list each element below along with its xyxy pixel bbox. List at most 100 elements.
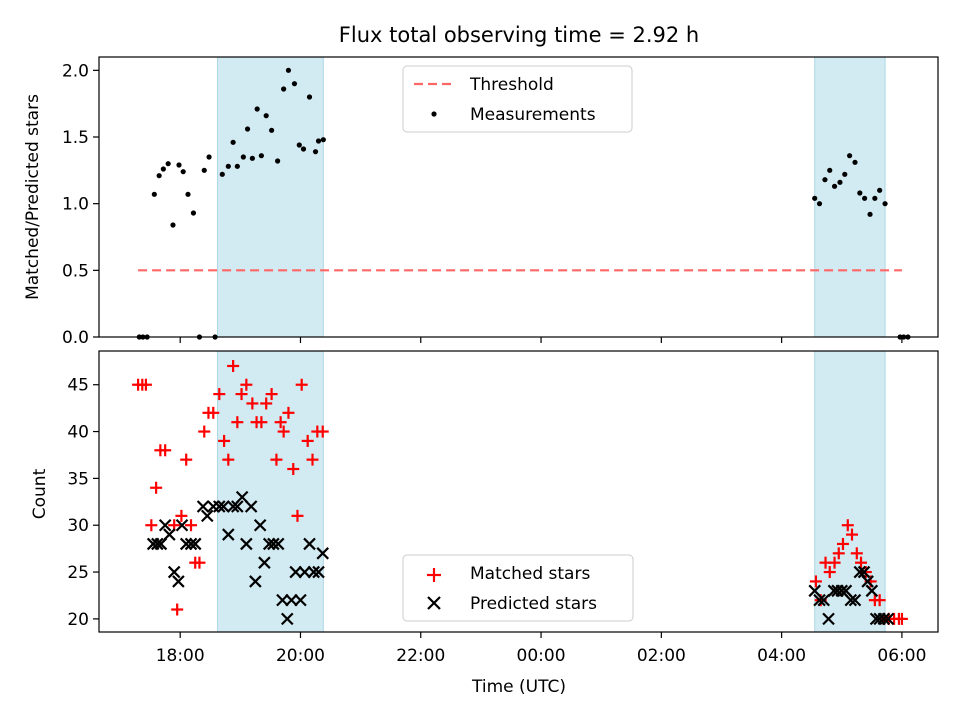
measurement-point xyxy=(176,162,182,168)
measurement-point xyxy=(862,195,868,201)
matched-star-point xyxy=(809,575,822,588)
matched-star-point xyxy=(213,388,226,401)
matched-star-point xyxy=(265,388,278,401)
measurement-point xyxy=(857,190,863,196)
measurement-point xyxy=(315,138,322,144)
matched-star-point xyxy=(231,416,244,429)
legend-predicted-swatch xyxy=(427,596,441,610)
matched-star-point xyxy=(207,406,220,419)
measurement-point xyxy=(244,126,251,132)
predicted-star-point xyxy=(249,575,262,588)
x-tick-label: 18:00 xyxy=(156,646,205,666)
bottom-y-axis-label: Count xyxy=(30,468,50,519)
predicted-star-point xyxy=(172,575,185,588)
matched-star-point xyxy=(175,509,188,522)
matched-star-point xyxy=(218,434,231,447)
measurement-point xyxy=(201,167,207,173)
measurement-point xyxy=(254,106,260,112)
bottom-legend: Matched stars Predicted stars xyxy=(402,554,634,622)
predicted-star-point xyxy=(285,593,298,607)
measurement-point xyxy=(882,201,888,207)
top-axes-frame xyxy=(98,56,939,338)
measurement-point xyxy=(156,173,162,179)
predicted-star-point xyxy=(316,547,330,560)
x-tick-label: 00:00 xyxy=(517,646,566,666)
matched-star-point xyxy=(171,603,184,616)
top-y-tick-label: 2.0 xyxy=(62,61,89,81)
predicted-star-point xyxy=(276,593,289,607)
top-y-axis-label: Matched/Predicted stars xyxy=(23,94,43,300)
measurement-point xyxy=(822,177,828,183)
matched-star-point xyxy=(274,416,287,429)
predicted-star-point xyxy=(303,537,316,551)
x-tick-label: 02:00 xyxy=(637,646,686,666)
predicted-star-point xyxy=(865,584,879,598)
matched-star-point xyxy=(198,425,211,438)
matched-star-point xyxy=(828,556,841,569)
measurement-point xyxy=(225,163,231,169)
bottom-y-tick-label: 20 xyxy=(67,610,89,630)
predicted-star-point xyxy=(217,500,230,513)
measurement-point xyxy=(275,158,281,164)
measurement-point xyxy=(285,67,292,73)
measurement-point xyxy=(842,171,848,177)
predicted-star-point xyxy=(231,500,244,513)
matched-star-point xyxy=(255,416,268,429)
legend-matched-label: Matched stars xyxy=(470,564,590,584)
top-y-tick-label: 0.0 xyxy=(62,328,89,348)
measurement-point xyxy=(296,142,302,148)
matched-star-point xyxy=(859,566,872,579)
measurement-point xyxy=(219,171,225,177)
predicted-star-point xyxy=(835,584,849,598)
matched-star-point xyxy=(895,612,908,625)
x-tick-label: 20:00 xyxy=(276,646,325,666)
measurement-point xyxy=(269,127,275,133)
predicted-star-point xyxy=(294,593,307,607)
predicted-star-point xyxy=(262,537,276,551)
matched-star-point xyxy=(291,509,304,522)
x-axis-label: Time (UTC) xyxy=(471,677,566,697)
measurement-point xyxy=(867,211,873,217)
matched-star-point xyxy=(235,388,248,401)
predicted-star-point xyxy=(861,575,874,588)
predicted-star-point xyxy=(258,556,271,569)
predicted-star-point xyxy=(196,500,210,513)
matched-star-point xyxy=(295,378,308,391)
matched-star-point xyxy=(873,594,886,607)
measurement-point xyxy=(320,137,326,143)
predicted-star-point xyxy=(158,518,172,532)
matched-star-point xyxy=(850,547,863,560)
matched-star-point xyxy=(227,359,240,372)
measurement-point xyxy=(827,167,833,173)
predicted-star-point xyxy=(813,593,826,607)
top-legend: Threshold Measurements xyxy=(402,65,633,133)
measurement-point xyxy=(812,195,818,201)
predicted-star-point xyxy=(175,518,189,532)
bottom-y-tick-label: 40 xyxy=(67,423,89,443)
top-legend-box xyxy=(402,65,633,133)
top-y-tick-label: 1.0 xyxy=(62,195,89,215)
measurement-point xyxy=(170,222,176,228)
predicted-star-point xyxy=(817,593,831,607)
bottom-shaded-interval-0 xyxy=(216,350,324,633)
bottom-shaded-interval-1 xyxy=(814,350,886,633)
x-tick-label: 22:00 xyxy=(396,646,445,666)
matched-star-point xyxy=(222,453,235,466)
bottom-legend-box xyxy=(402,554,634,622)
measurement-point xyxy=(263,113,269,119)
x-tick-label: 06:00 xyxy=(877,646,926,666)
matched-star-point xyxy=(316,425,329,438)
matched-star-point xyxy=(282,406,295,419)
predicted-star-point xyxy=(163,528,176,541)
predicted-star-point xyxy=(222,528,235,541)
measurement-point xyxy=(160,166,166,172)
predicted-star-point xyxy=(848,593,862,607)
matched-star-point xyxy=(836,537,849,550)
measurement-point xyxy=(190,210,197,216)
bottom-axes-frame xyxy=(98,350,939,633)
measurement-point xyxy=(837,179,843,185)
legend-threshold-label: Threshold xyxy=(469,75,554,95)
matched-star-point xyxy=(139,378,152,391)
